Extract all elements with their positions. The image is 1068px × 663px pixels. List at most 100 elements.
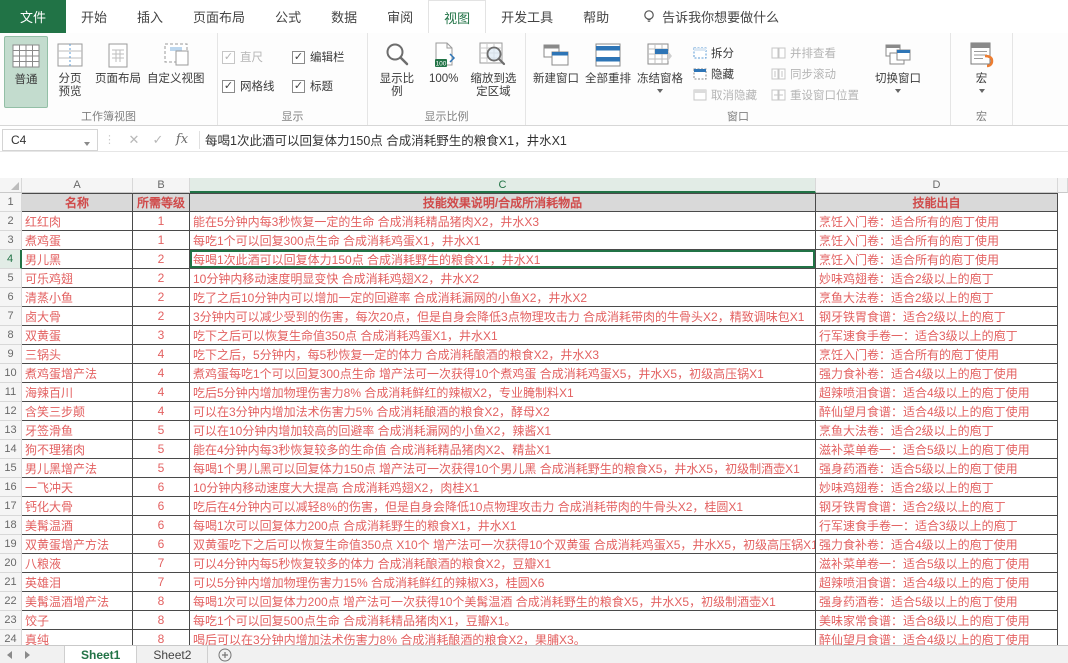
cell-C3[interactable]: 每吃1个可以回复300点生命 合成消耗鸡蛋X1，井水X1 xyxy=(190,231,816,250)
cell-D13[interactable]: 烹鱼大法卷：适合2级以上的庖丁 xyxy=(816,421,1058,440)
cell-D2[interactable]: 烹饪入门卷：适合所有的庖丁使用 xyxy=(816,212,1058,231)
cell-D3[interactable]: 烹饪入门卷：适合所有的庖丁使用 xyxy=(816,231,1058,250)
row-header-6[interactable]: 6 xyxy=(0,288,22,307)
menu-tab-home[interactable]: 开始 xyxy=(81,10,108,25)
cell-A11[interactable]: 海辣百川 xyxy=(22,383,133,402)
row-header-7[interactable]: 7 xyxy=(0,307,22,326)
cell-C1[interactable]: 技能效果说明/合成所消耗物品 xyxy=(190,193,816,212)
cell-D7[interactable]: 钢牙铁胃食谱：适合2级以上的庖丁 xyxy=(816,307,1058,326)
cell-B11[interactable]: 4 xyxy=(133,383,190,402)
cell-D17[interactable]: 钢牙铁胃食谱：适合2级以上的庖丁 xyxy=(816,497,1058,516)
cell-B13[interactable]: 5 xyxy=(133,421,190,440)
cell-C12[interactable]: 可以在3分钟内增加法术伤害力5% 合成消耗酿酒的粮食X2，酵母X2 xyxy=(190,402,816,421)
menu-tab-page-layout[interactable]: 页面布局 xyxy=(193,10,246,25)
cell-D18[interactable]: 行军速食手卷一：适合3级以上的庖丁 xyxy=(816,516,1058,535)
cell-D1[interactable]: 技能出自 xyxy=(816,193,1058,212)
menu-tab-review[interactable]: 审阅 xyxy=(387,10,414,25)
cell-B16[interactable]: 6 xyxy=(133,478,190,497)
row-header-1[interactable]: 1 xyxy=(0,193,22,212)
cell-B8[interactable]: 3 xyxy=(133,326,190,345)
cell-B21[interactable]: 7 xyxy=(133,573,190,592)
cell-D19[interactable]: 强力食补卷：适合4级以上的庖丁使用 xyxy=(816,535,1058,554)
cell-A19[interactable]: 双黄蛋增产方法 xyxy=(22,535,133,554)
previous-sheet-icon[interactable] xyxy=(0,646,18,663)
cell-B2[interactable]: 1 xyxy=(133,212,190,231)
menu-tab-formulas[interactable]: 公式 xyxy=(275,10,302,25)
menu-tab-insert[interactable]: 插入 xyxy=(137,10,164,25)
row-header-19[interactable]: 19 xyxy=(0,535,22,554)
cell-D6[interactable]: 烹鱼大法卷：适合2级以上的庖丁 xyxy=(816,288,1058,307)
row-header-5[interactable]: 5 xyxy=(0,269,22,288)
cell-A22[interactable]: 美髯温酒增产法 xyxy=(22,592,133,611)
cell-B19[interactable]: 6 xyxy=(133,535,190,554)
cell-B5[interactable]: 2 xyxy=(133,269,190,288)
cell-B3[interactable]: 1 xyxy=(133,231,190,250)
normal-view-button[interactable]: 普通 xyxy=(4,36,48,108)
cell-D15[interactable]: 强身药酒卷：适合5级以上的庖丁使用 xyxy=(816,459,1058,478)
cell-C18[interactable]: 每喝1次可以回复体力200点 合成消耗野生的粮食X1，井水X1 xyxy=(190,516,816,535)
name-box[interactable]: C4 xyxy=(2,128,98,151)
cell-A9[interactable]: 三锅头 xyxy=(22,345,133,364)
column-header-D[interactable]: D xyxy=(816,178,1058,193)
switch-windows-button[interactable]: 切换窗口 xyxy=(872,36,924,108)
sheet-tab-sheet2[interactable]: Sheet2 xyxy=(137,646,209,663)
menu-tab-help[interactable]: 帮助 xyxy=(583,10,610,25)
cell-A12[interactable]: 含笑三步颠 xyxy=(22,402,133,421)
cell-B4[interactable]: 2 xyxy=(133,250,190,269)
cell-A15[interactable]: 男儿黑增产法 xyxy=(22,459,133,478)
headings-checkbox[interactable]: ✓ 标题 xyxy=(292,78,345,94)
hide-button[interactable]: 隐藏 xyxy=(689,63,761,84)
cell-C21[interactable]: 可以5分钟内增加物理伤害力15% 合成消耗鲜红的辣椒X3，桂圆X6 xyxy=(190,573,816,592)
cell-C20[interactable]: 可以4分钟内每5秒恢复较多的体力 合成消耗酿酒的粮食X2，豆瓣X1 xyxy=(190,554,816,573)
column-header-A[interactable]: A xyxy=(22,178,133,193)
custom-views-button[interactable]: 自定义视图 xyxy=(144,36,208,108)
row-header-23[interactable]: 23 xyxy=(0,611,22,630)
cell-B6[interactable]: 2 xyxy=(133,288,190,307)
new-window-button[interactable]: 新建窗口 xyxy=(530,36,582,108)
cell-B12[interactable]: 4 xyxy=(133,402,190,421)
cell-C10[interactable]: 煮鸡蛋每吃1个可以回复300点生命 增产法可一次获得10个煮鸡蛋 合成消耗鸡蛋X… xyxy=(190,364,816,383)
formula-bar-checkbox[interactable]: ✓ 编辑栏 xyxy=(292,49,345,65)
cell-A5[interactable]: 可乐鸡翅 xyxy=(22,269,133,288)
row-header-10[interactable]: 10 xyxy=(0,364,22,383)
row-header-13[interactable]: 13 xyxy=(0,421,22,440)
enter-icon[interactable]: ✓ xyxy=(152,131,164,147)
arrange-all-button[interactable]: 全部重排 xyxy=(582,36,634,108)
row-header-18[interactable]: 18 xyxy=(0,516,22,535)
column-header-B[interactable]: B xyxy=(133,178,190,193)
cell-B18[interactable]: 6 xyxy=(133,516,190,535)
row-header-20[interactable]: 20 xyxy=(0,554,22,573)
page-break-preview-button[interactable]: 分页 预览 xyxy=(48,36,92,108)
cell-B1[interactable]: 所需等级 xyxy=(133,193,190,212)
row-header-9[interactable]: 9 xyxy=(0,345,22,364)
cell-C14[interactable]: 能在4分钟内每3秒恢复较多的生命值 合成消耗精品猪肉X2、精盐X1 xyxy=(190,440,816,459)
formula-input[interactable]: 每喝1次此酒可以回复体力150点 合成消耗野生的粮食X1，井水X1 xyxy=(205,134,567,148)
cell-A8[interactable]: 双黄蛋 xyxy=(22,326,133,345)
cell-A23[interactable]: 饺子 xyxy=(22,611,133,630)
menu-tab-data[interactable]: 数据 xyxy=(331,10,358,25)
zoom-to-selection-button[interactable]: 缩放到选定区域 xyxy=(466,36,521,108)
cell-C2[interactable]: 能在5分钟内每3秒恢复一定的生命 合成消耗精品猪肉X2，井水X3 xyxy=(190,212,816,231)
cell-B20[interactable]: 7 xyxy=(133,554,190,573)
cell-D9[interactable]: 烹饪入门卷：适合所有的庖丁使用 xyxy=(816,345,1058,364)
page-layout-view-button[interactable]: 页面布局 xyxy=(92,36,144,108)
cell-D20[interactable]: 滋补菜单卷一：适合5级以上的庖丁使用 xyxy=(816,554,1058,573)
cell-A16[interactable]: 一飞冲天 xyxy=(22,478,133,497)
cell-A4[interactable]: 男儿黑 xyxy=(22,250,133,269)
cell-C5[interactable]: 10分钟内移动速度明显变快 合成消耗鸡翅X2，井水X2 xyxy=(190,269,816,288)
cell-A18[interactable]: 美髯温酒 xyxy=(22,516,133,535)
row-header-3[interactable]: 3 xyxy=(0,231,22,250)
cell-D21[interactable]: 超辣喷泪食谱：适合4级以上的庖丁使用 xyxy=(816,573,1058,592)
cell-C8[interactable]: 吃下之后可以恢复生命值350点 合成消耗鸡蛋X1，井水X1 xyxy=(190,326,816,345)
cell-C22[interactable]: 每喝1次可以回复体力200点 增产法可一次获得10个美髯温酒 合成消耗野生的粮食… xyxy=(190,592,816,611)
row-header-8[interactable]: 8 xyxy=(0,326,22,345)
new-sheet-button[interactable] xyxy=(218,646,232,663)
cell-B10[interactable]: 4 xyxy=(133,364,190,383)
cell-A17[interactable]: 钙化大骨 xyxy=(22,497,133,516)
cell-B9[interactable]: 4 xyxy=(133,345,190,364)
gridlines-checkbox[interactable]: ✓ 网格线 xyxy=(222,78,292,94)
sheet-tab-sheet1[interactable]: Sheet1 xyxy=(64,646,138,663)
cell-B15[interactable]: 5 xyxy=(133,459,190,478)
row-header-11[interactable]: 11 xyxy=(0,383,22,402)
cell-A20[interactable]: 八粮液 xyxy=(22,554,133,573)
